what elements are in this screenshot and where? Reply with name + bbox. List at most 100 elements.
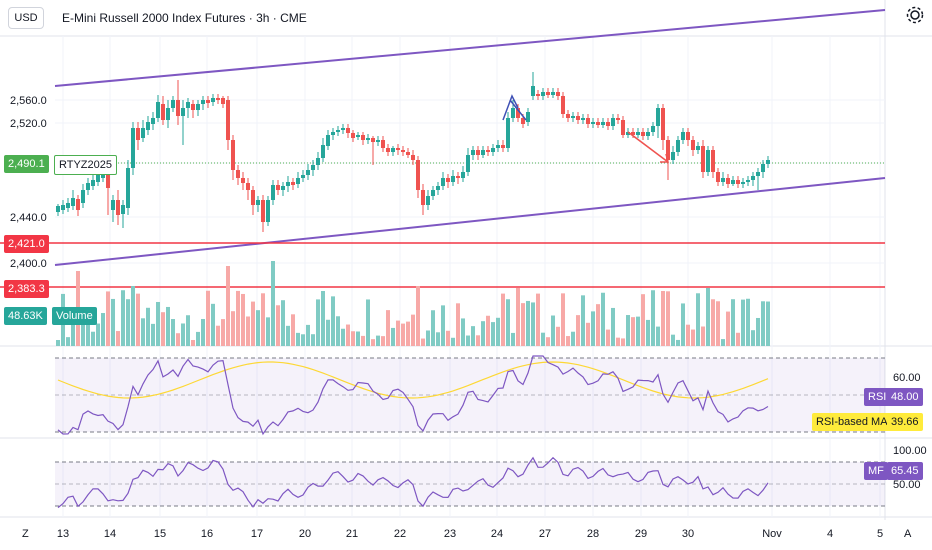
volume-bar: [526, 300, 530, 346]
volume-bar: [276, 305, 280, 346]
volume-bar: [521, 303, 525, 346]
volume-bar: [331, 296, 335, 346]
volume-bar: [476, 335, 480, 346]
candle-body: [381, 140, 385, 148]
candle-body: [616, 118, 620, 120]
candle-body: [721, 178, 725, 182]
candle-body: [281, 186, 285, 190]
rsi-ma-label-tag: RSI-based MA: [812, 413, 892, 431]
candle-body: [171, 100, 175, 108]
candle-body: [446, 178, 450, 182]
volume-bar: [626, 315, 630, 346]
candle-body: [266, 200, 270, 222]
rsi-ma-line: [57, 361, 769, 399]
volume-bar: [386, 310, 390, 346]
volume-bar: [86, 308, 90, 346]
volume-bar: [121, 290, 125, 346]
volume-bar: [431, 310, 435, 346]
volume-bar: [501, 293, 505, 346]
candle-body: [546, 92, 550, 95]
chart-title: E-Mini Russell 2000 Index Futures · 3h ·…: [62, 11, 307, 25]
candle-body: [71, 198, 75, 206]
volume-bar: [411, 314, 415, 346]
volume-bar: [91, 331, 95, 346]
gear-icon[interactable]: [904, 4, 926, 26]
volume-bar: [636, 316, 640, 346]
candle-body: [576, 116, 580, 120]
volume-bar: [321, 291, 325, 346]
candle-body: [256, 200, 260, 205]
candle-body: [461, 172, 465, 178]
candle-body: [756, 172, 760, 176]
candle-body: [146, 122, 150, 130]
candle-body: [646, 132, 650, 136]
volume-bar: [651, 290, 655, 346]
candle-body: [551, 92, 555, 95]
volume-bar: [751, 330, 755, 346]
currency-button[interactable]: USD: [8, 7, 44, 29]
price-axis-label: 2,560.0: [10, 95, 47, 107]
time-axis-label: 4: [827, 528, 833, 540]
candle-body: [156, 102, 160, 118]
candle-body: [516, 108, 520, 118]
volume-bar: [666, 291, 670, 346]
candle-body: [656, 108, 660, 126]
candle-body: [166, 108, 170, 120]
volume-bar: [691, 329, 695, 346]
candle-body: [676, 140, 680, 152]
candle-body: [116, 200, 120, 215]
volume-bar: [81, 317, 85, 346]
volume-bar: [356, 331, 360, 346]
rsi-label-tag: RSI: [864, 388, 891, 406]
volume-bar: [316, 299, 320, 346]
candle-body: [326, 135, 330, 146]
volume-bar: [151, 323, 155, 346]
volume-bar: [601, 292, 605, 346]
candle-body: [76, 199, 80, 210]
candle-body: [521, 118, 525, 124]
candle-body: [561, 96, 565, 114]
volume-bar: [506, 299, 510, 346]
candle-body: [356, 135, 360, 137]
volume-bar: [681, 303, 685, 346]
candle-body: [661, 108, 665, 140]
down-arrow-drawing: [627, 131, 669, 163]
candle-body: [466, 155, 470, 172]
candle-body: [591, 122, 595, 124]
timezone-icon[interactable]: Z: [22, 528, 29, 540]
time-axis-label: 5: [877, 528, 883, 540]
candle-body: [401, 150, 405, 152]
time-axis-label: 16: [201, 528, 213, 540]
time-axis-label: 22: [394, 528, 406, 540]
candle-body: [311, 165, 315, 170]
volume-bar: [341, 328, 345, 346]
volume-bar: [206, 290, 210, 346]
candle-body: [101, 172, 105, 178]
hline-price-tag-upper: 2,421.0: [4, 235, 49, 253]
candle-body: [351, 133, 355, 138]
volume-bar: [226, 266, 230, 346]
candle-body: [366, 138, 370, 140]
auto-scale-button[interactable]: A: [904, 528, 912, 540]
candle-body: [211, 98, 215, 102]
volume-bar: [531, 302, 535, 346]
candle-body: [601, 122, 605, 125]
candle-body: [426, 196, 430, 205]
volume-bar: [441, 305, 445, 346]
volume-bar: [496, 317, 500, 346]
volume-bar: [596, 304, 600, 346]
candle-body: [186, 102, 190, 108]
volume-bar: [381, 336, 385, 346]
volume-bar: [581, 295, 585, 346]
volume-bar: [566, 336, 570, 346]
volume-bar: [551, 315, 555, 346]
volume-bar: [611, 307, 615, 346]
candle-body: [431, 190, 435, 196]
volume-bar: [631, 317, 635, 346]
candle-body: [581, 118, 585, 120]
volume-bar: [346, 324, 350, 346]
candle-body: [346, 128, 350, 133]
time-axis-label: 21: [346, 528, 358, 540]
volume-bar: [661, 291, 665, 346]
